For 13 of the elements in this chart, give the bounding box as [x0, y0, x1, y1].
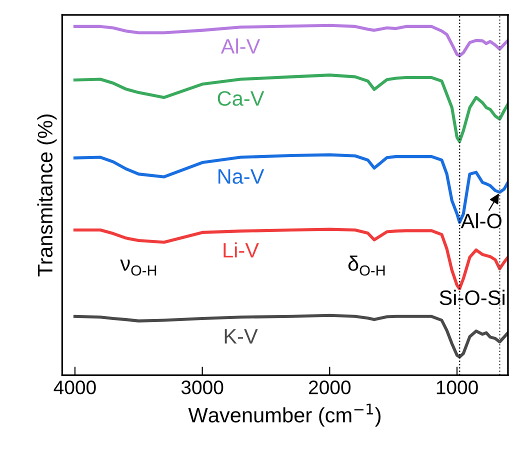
annotation: Al-O [460, 213, 502, 228]
annotation: Si-O-Si [440, 290, 504, 306]
series-label: Ca-V [218, 91, 264, 106]
x-tick-label: 3000 [181, 380, 224, 394]
x-axis-title: Wavenumber (cm$^{−1}$) [188, 404, 381, 427]
x-tick-label: 4000 [54, 380, 96, 394]
y-axis-title: Transmitance (%) [37, 114, 57, 276]
series-label: Al-V [220, 38, 260, 54]
series-label: K-V [224, 329, 258, 344]
x-tick-label: 1000 [436, 380, 478, 394]
series-label: Na-V [218, 169, 264, 184]
x-tick-label: 2000 [309, 380, 351, 394]
series-label: Li-V [224, 242, 259, 258]
